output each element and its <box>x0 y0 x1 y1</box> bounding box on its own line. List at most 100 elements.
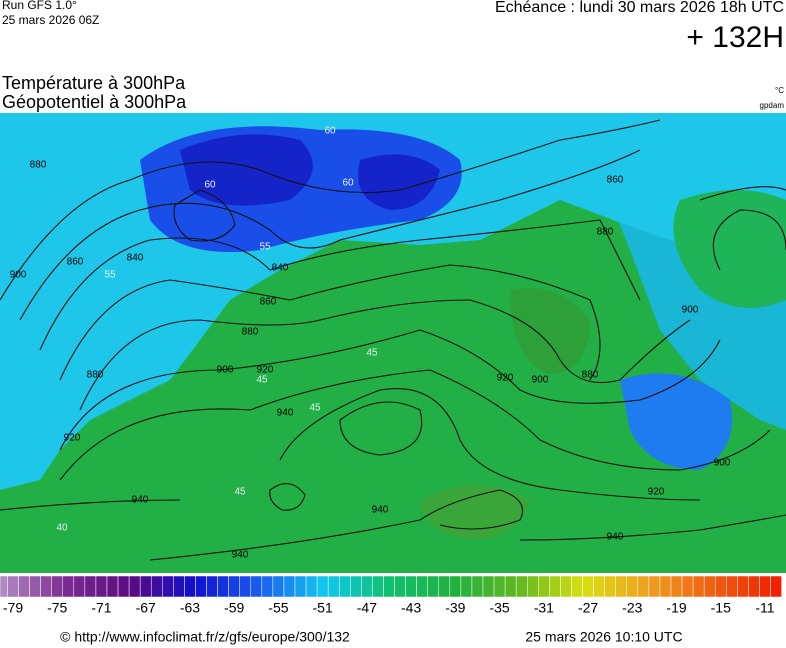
footer-generated: 25 mars 2026 10:10 UTC <box>525 629 682 645</box>
colorbar-cell <box>128 575 141 598</box>
colorbar-cell <box>759 575 771 598</box>
colorbar-cell <box>206 575 218 598</box>
temperature-label: 60 <box>204 180 216 191</box>
colorbar-cell <box>637 575 650 598</box>
colorbar-cell <box>571 575 583 598</box>
colorbar-cell <box>95 575 108 598</box>
temperature-label: 55 <box>259 242 271 253</box>
colorbar-cell <box>604 575 616 598</box>
title-geo: Géopotentiel à 300hPa <box>2 92 187 112</box>
colorbar-cell <box>294 575 307 598</box>
colorbar-cell <box>62 575 75 598</box>
colorbar-cell <box>438 575 451 598</box>
valid-time: Echéance : lundi 30 mars 2026 18h UTC <box>495 0 784 16</box>
colorbar-cell <box>150 575 163 598</box>
footer-source: © http://www.infoclimat.fr/z/gfs/europe/… <box>60 629 350 645</box>
colorbar-cell <box>184 575 196 598</box>
contour-label: 940 <box>372 505 389 516</box>
colorbar-cell <box>770 575 782 598</box>
colorbar-cell <box>350 575 362 598</box>
colorbar-cell <box>305 575 318 598</box>
colorbar-cell <box>7 575 19 598</box>
colorbar-cell <box>117 575 130 598</box>
colorbar-cell <box>460 575 473 598</box>
colorbar-cell <box>526 575 539 598</box>
contour-label: 840 <box>272 263 289 274</box>
colorbar-tick-label: -75 <box>47 600 67 616</box>
colorbar-tick-label: -27 <box>578 600 598 616</box>
colorbar-tick-label: -79 <box>3 600 23 616</box>
temperature-label: 45 <box>234 487 246 498</box>
contour-label: 880 <box>242 327 259 338</box>
colorbar-cell <box>383 575 395 598</box>
colorbar-cell <box>692 575 705 598</box>
colorbar-cell <box>84 575 97 598</box>
colorbar-tick-label: -23 <box>622 600 642 616</box>
colorbar-tick-label: -47 <box>357 600 377 616</box>
colorbar-cell <box>538 575 550 598</box>
colorbar-cell <box>40 575 52 598</box>
colorbar-cell <box>283 575 296 598</box>
colorbar-cell <box>162 575 174 598</box>
contour-label: 920 <box>497 373 514 384</box>
contour-label: 920 <box>648 487 665 498</box>
temperature-label: 60 <box>342 178 354 189</box>
contour-label: 900 <box>682 305 699 316</box>
contour-label: 900 <box>714 458 731 469</box>
colorbar-tick-label: -71 <box>91 600 111 616</box>
colorbar-cell <box>427 575 440 598</box>
colorbar-cell <box>261 575 274 598</box>
contour-label: 880 <box>582 370 599 381</box>
colorbar-cell <box>626 575 639 598</box>
colorbar-tick-label: -11 <box>755 600 774 616</box>
contour-label: 920 <box>64 433 81 444</box>
run: Run GFS 1.0° <box>2 0 77 12</box>
colorbar-cell <box>515 575 528 598</box>
colorbar-cell <box>51 575 64 598</box>
colorbar-cell <box>338 575 351 598</box>
colorbar-tick-label: -19 <box>666 600 686 616</box>
colorbar-cell <box>0 575 8 598</box>
contour-label: 880 <box>597 227 614 238</box>
temperature-label: 40 <box>56 523 68 534</box>
colorbar-cell <box>272 575 285 598</box>
colorbar-cell <box>106 575 119 598</box>
colorbar-cell <box>394 575 406 598</box>
colorbar-cell <box>659 575 672 598</box>
colorbar-cell <box>670 575 683 598</box>
colorbar-tick-label: -51 <box>313 600 333 616</box>
colorbar-cell <box>714 575 727 598</box>
colorbar-cell <box>361 575 373 598</box>
colorbar-cell <box>327 575 340 598</box>
contour-label: 900 <box>532 375 549 386</box>
contours <box>0 119 786 561</box>
colorbar-cell <box>73 575 86 598</box>
colorbar-cell <box>471 575 484 598</box>
colorbar-cell <box>173 575 185 598</box>
colorbar-cell <box>748 575 760 598</box>
colorbar-cell <box>482 575 495 598</box>
colorbar-cell <box>726 575 738 598</box>
colorbar-cell <box>549 575 561 598</box>
colorbar-cell <box>316 575 329 598</box>
map: 880 860 900 840 840 860 880 900 920 880 920 940 940 9… <box>0 113 786 573</box>
colorbar-cell <box>648 575 661 598</box>
colorbar-tick-label: -15 <box>711 600 731 616</box>
colorbar-cell <box>405 575 417 598</box>
colorbar-cell <box>372 575 384 598</box>
colorbar-cell <box>593 575 605 598</box>
contour-label: 900 <box>217 365 234 376</box>
colorbar-cell <box>504 575 517 598</box>
colorbar-cell <box>493 575 506 598</box>
colorbar-tick-label: -35 <box>489 600 509 616</box>
colorbar-cell <box>239 575 252 598</box>
colorbar-cell <box>737 575 749 598</box>
contour-label: 940 <box>232 550 249 561</box>
colorbar-cell <box>195 575 207 598</box>
contour-label: 900 <box>10 270 27 281</box>
contour-label: 860 <box>260 297 277 308</box>
colorbar-cell <box>228 575 240 598</box>
colorbar-tick-label: -55 <box>268 600 288 616</box>
